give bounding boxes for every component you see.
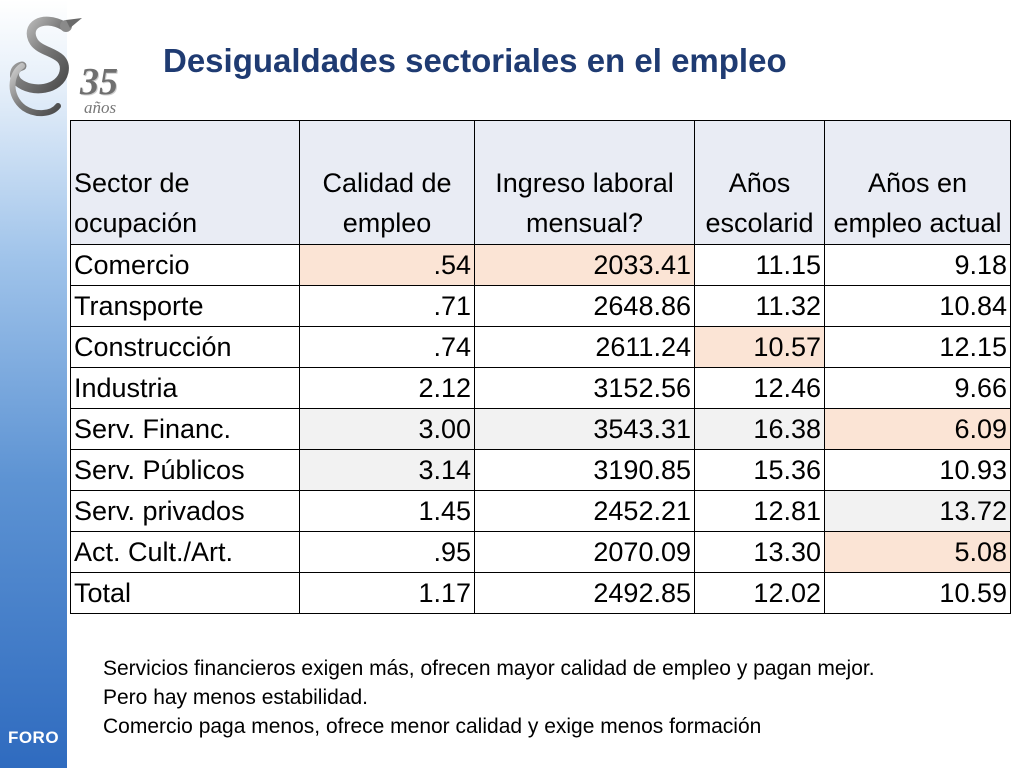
cell-empleo-actual: 10.84 — [824, 285, 1011, 327]
note-line: Pero hay menos estabilidad. — [103, 686, 368, 709]
cell-escolaridad: 11.32 — [694, 285, 825, 327]
cell-escolaridad: 12.81 — [694, 490, 825, 532]
cell-escolaridad: 15.36 — [694, 449, 825, 491]
cell-empleo-actual: 5.08 — [824, 531, 1011, 573]
summary-notes: Servicios financieros exigen más, ofrece… — [103, 654, 875, 741]
cell-calidad: .95 — [299, 531, 475, 573]
cell-calidad: 2.12 — [299, 367, 475, 409]
header-ingreso: Ingreso laboral mensual? — [474, 120, 695, 245]
table-header-row: Sector de ocupación Calidad de empleo In… — [70, 120, 1011, 245]
header-sector: Sector de ocupación — [70, 120, 300, 245]
table-row: Transporte .71 2648.86 11.32 10.84 — [70, 285, 1011, 327]
table-row: Serv. Públicos 3.14 3190.85 15.36 10.93 — [70, 449, 1011, 491]
header-escolaridad: Años escolarid — [694, 120, 825, 245]
logo-subtitle: años — [84, 98, 117, 117]
cell-ingreso: 3190.85 — [474, 449, 695, 491]
cell-empleo-actual: 6.09 — [824, 408, 1011, 450]
employment-table: Sector de ocupación Calidad de empleo In… — [70, 120, 1011, 614]
cell-sector: Serv. privados — [70, 490, 300, 532]
cell-sector: Total — [70, 572, 300, 614]
cell-sector: Industria — [70, 367, 300, 409]
table-row: Comercio .54 2033.41 11.15 9.18 — [70, 244, 1011, 286]
logo: 35 años — [2, 8, 134, 120]
cell-sector: Transporte — [70, 285, 300, 327]
table-row: Serv. privados 1.45 2452.21 12.81 13.72 — [70, 490, 1011, 532]
cell-empleo-actual: 12.15 — [824, 326, 1011, 368]
note-line: Servicios financieros exigen más, ofrece… — [103, 657, 875, 680]
cell-empleo-actual: 10.93 — [824, 449, 1011, 491]
cell-ingreso: 2611.24 — [474, 326, 695, 368]
table-row: Industria 2.12 3152.56 12.46 9.66 — [70, 367, 1011, 409]
side-gradient-bar — [0, 0, 67, 768]
cell-sector: Act. Cult./Art. — [70, 531, 300, 573]
foro-label: FORO — [7, 728, 60, 747]
table-row: Serv. Financ. 3.00 3543.31 16.38 6.09 — [70, 408, 1011, 450]
cell-escolaridad: 16.38 — [694, 408, 825, 450]
cell-escolaridad: 10.57 — [694, 326, 825, 368]
header-calidad: Calidad de empleo — [299, 120, 475, 245]
slide-title: Desigualdades sectoriales en el empleo — [163, 42, 787, 79]
cell-sector: Construcción — [70, 326, 300, 368]
cell-sector: Serv. Públicos — [70, 449, 300, 491]
cell-escolaridad: 13.30 — [694, 531, 825, 573]
cell-escolaridad: 11.15 — [694, 244, 825, 286]
note-line: Comercio paga menos, ofrece menor calida… — [103, 715, 762, 738]
logo-swan-icon — [9, 16, 82, 116]
cell-ingreso: 2070.09 — [474, 531, 695, 573]
cell-sector: Serv. Financ. — [70, 408, 300, 450]
cell-ingreso: 2033.41 — [474, 244, 695, 286]
cell-ingreso: 2492.85 — [474, 572, 695, 614]
cell-empleo-actual: 13.72 — [824, 490, 1011, 532]
cell-ingreso: 2648.86 — [474, 285, 695, 327]
cell-escolaridad: 12.46 — [694, 367, 825, 409]
table-row-total: Total 1.17 2492.85 12.02 10.59 — [70, 572, 1011, 614]
cell-calidad: 1.17 — [299, 572, 475, 614]
cell-ingreso: 3152.56 — [474, 367, 695, 409]
cell-calidad: 3.00 — [299, 408, 475, 450]
table-row: Act. Cult./Art. .95 2070.09 13.30 5.08 — [70, 531, 1011, 573]
cell-sector: Comercio — [70, 244, 300, 286]
cell-empleo-actual: 9.18 — [824, 244, 1011, 286]
cell-ingreso: 3543.31 — [474, 408, 695, 450]
cell-calidad: .71 — [299, 285, 475, 327]
cell-calidad: .74 — [299, 326, 475, 368]
cell-calidad: 1.45 — [299, 490, 475, 532]
cell-calidad: .54 — [299, 244, 475, 286]
cell-calidad: 3.14 — [299, 449, 475, 491]
header-empleo-actual: Años en empleo actual — [824, 120, 1011, 245]
logo-number: 35 — [80, 61, 118, 103]
cell-empleo-actual: 10.59 — [824, 572, 1011, 614]
cell-ingreso: 2452.21 — [474, 490, 695, 532]
table-row: Construcción .74 2611.24 10.57 12.15 — [70, 326, 1011, 368]
cell-escolaridad: 12.02 — [694, 572, 825, 614]
cell-empleo-actual: 9.66 — [824, 367, 1011, 409]
